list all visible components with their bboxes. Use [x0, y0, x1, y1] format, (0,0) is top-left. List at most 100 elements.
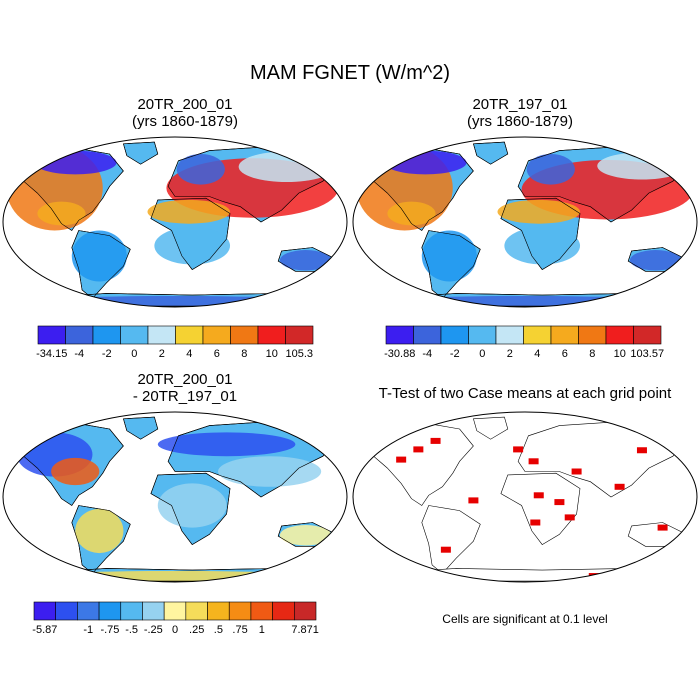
value-patch-eurasia — [238, 151, 335, 183]
colorbar-swatch — [495, 325, 524, 345]
continent-greenland — [473, 141, 509, 165]
continent-north-america — [364, 423, 474, 506]
value-patch-africa — [504, 227, 581, 265]
significant-cell — [528, 458, 539, 465]
significant-cell — [614, 483, 625, 490]
colorbar-tick-label: .5 — [214, 624, 223, 636]
coastline-south-america — [421, 230, 481, 299]
map-border — [352, 411, 698, 583]
colorbar-tick-label: 0 — [479, 348, 485, 360]
colorbar-tick-label: 8 — [589, 348, 595, 360]
value-patch-eurasia — [597, 152, 687, 180]
panel-2-title-line2: (yrs 1860-1879) — [467, 113, 573, 130]
coastline-greenland — [123, 141, 159, 165]
value-patch-south-america — [71, 230, 127, 282]
colorbar-swatch — [468, 325, 497, 345]
coastline-north-america — [14, 148, 124, 231]
colorbar-swatch — [605, 325, 634, 345]
significant-cell — [571, 468, 582, 475]
significant-cell — [530, 519, 541, 526]
colorbar-tick-label: -.25 — [144, 624, 163, 636]
colorbar-swatch — [92, 325, 121, 345]
colorbar-tick-label: 4 — [534, 348, 540, 360]
colorbar-tick-label: .75 — [232, 624, 247, 636]
value-patch-africa — [157, 483, 227, 528]
colorbar-swatch — [142, 601, 165, 621]
colorbar-tick-label: -4 — [422, 348, 432, 360]
significant-cell — [440, 546, 451, 553]
coastline-north-america — [364, 148, 474, 231]
main-title: MAM FGNET (W/m^2) — [249, 62, 451, 84]
panel-1-title-line2: (yrs 1860-1879) — [132, 113, 238, 130]
colorbar-tick-label: 1 — [259, 624, 265, 636]
colorbar-swatch — [98, 601, 122, 621]
colorbar-swatch — [550, 325, 579, 345]
colorbar-tick-label: 6 — [562, 348, 568, 360]
panel-2-title-line1: 20TR_197_01 — [472, 96, 568, 113]
coastline-africa — [150, 472, 231, 545]
map-panel-4 — [352, 411, 698, 583]
colorbar-swatch — [120, 601, 143, 621]
colorbar-tick-label: 7.871 — [291, 624, 319, 636]
value-patch-north-america — [33, 150, 117, 175]
colorbar-swatch — [55, 601, 78, 621]
value-patch-antarctica — [387, 295, 663, 307]
value-patch-eurasia — [526, 154, 575, 185]
colorbar-swatch — [65, 325, 94, 345]
coastline-eurasia — [167, 146, 334, 223]
value-patch-africa — [154, 227, 231, 265]
significant-cell — [657, 524, 668, 531]
significant-cell — [513, 446, 524, 453]
continent-greenland — [473, 416, 509, 440]
colorbar-swatch — [207, 601, 230, 621]
colorbar-swatch — [285, 325, 314, 345]
coastline-eurasia — [167, 421, 334, 498]
significant-cell — [430, 437, 441, 444]
colorbar-tick-label: 2 — [159, 348, 165, 360]
colorbar-tick-label: 2 — [507, 348, 513, 360]
value-patch-australia — [279, 525, 332, 546]
colorbar-tick-label: -.5 — [125, 624, 138, 636]
value-patch-north-america — [383, 150, 467, 175]
panel-3-title-line2: - 20TR_197_01 — [132, 388, 238, 405]
colorbar-tick-label: -1 — [83, 624, 93, 636]
colorbar-tick-label: -30.88 — [384, 348, 415, 360]
significant-cell — [564, 514, 575, 521]
colorbar-tick-label: 10 — [266, 348, 278, 360]
colorbar-swatch — [523, 325, 552, 345]
map-clip-group — [356, 141, 694, 307]
colorbar-swatch — [120, 325, 149, 345]
significant-cell — [554, 499, 565, 506]
colorbar-panel-2: -30.88 -4 -2 0 2 4 6 8 10 103.57 — [384, 325, 664, 360]
value-patch-eurasia — [176, 154, 225, 185]
map-clip-group — [6, 141, 339, 307]
colorbar-swatch — [413, 325, 442, 345]
panel-2-title: 20TR_197_01 (yrs 1860-1879) — [355, 96, 685, 130]
colorbar-tick-label: -5.87 — [32, 624, 57, 636]
colorbar-tick-label: -4 — [74, 348, 84, 360]
colorbar-swatch — [385, 325, 414, 345]
significant-cell — [396, 456, 407, 463]
colorbar-swatch — [578, 325, 607, 345]
colorbar-swatch — [272, 601, 295, 621]
colorbar-tick-label: 103.57 — [630, 348, 664, 360]
colorbar-tick-label: 0 — [172, 624, 178, 636]
colorbar-swatch — [440, 325, 469, 345]
map-clip-group — [14, 416, 334, 582]
value-patch-north-america — [37, 201, 86, 226]
continent-australia — [627, 522, 684, 547]
colorbar-swatch — [633, 325, 662, 345]
colorbar-swatch — [163, 601, 187, 621]
colorbar-swatch — [228, 601, 252, 621]
colorbar-tick-label: 105.3 — [285, 348, 313, 360]
value-patch-antarctica — [37, 295, 313, 307]
continent-south-america — [421, 505, 481, 574]
colorbar-tick-label: 8 — [241, 348, 247, 360]
significance-footnote: Cells are significant at 0.1 level — [442, 612, 608, 626]
map-border — [2, 136, 348, 308]
continent-greenland — [123, 416, 159, 440]
coastline-africa — [150, 197, 231, 270]
coastline-greenland — [473, 141, 509, 165]
map-clip-group — [364, 416, 684, 582]
significant-cell — [399, 573, 410, 580]
